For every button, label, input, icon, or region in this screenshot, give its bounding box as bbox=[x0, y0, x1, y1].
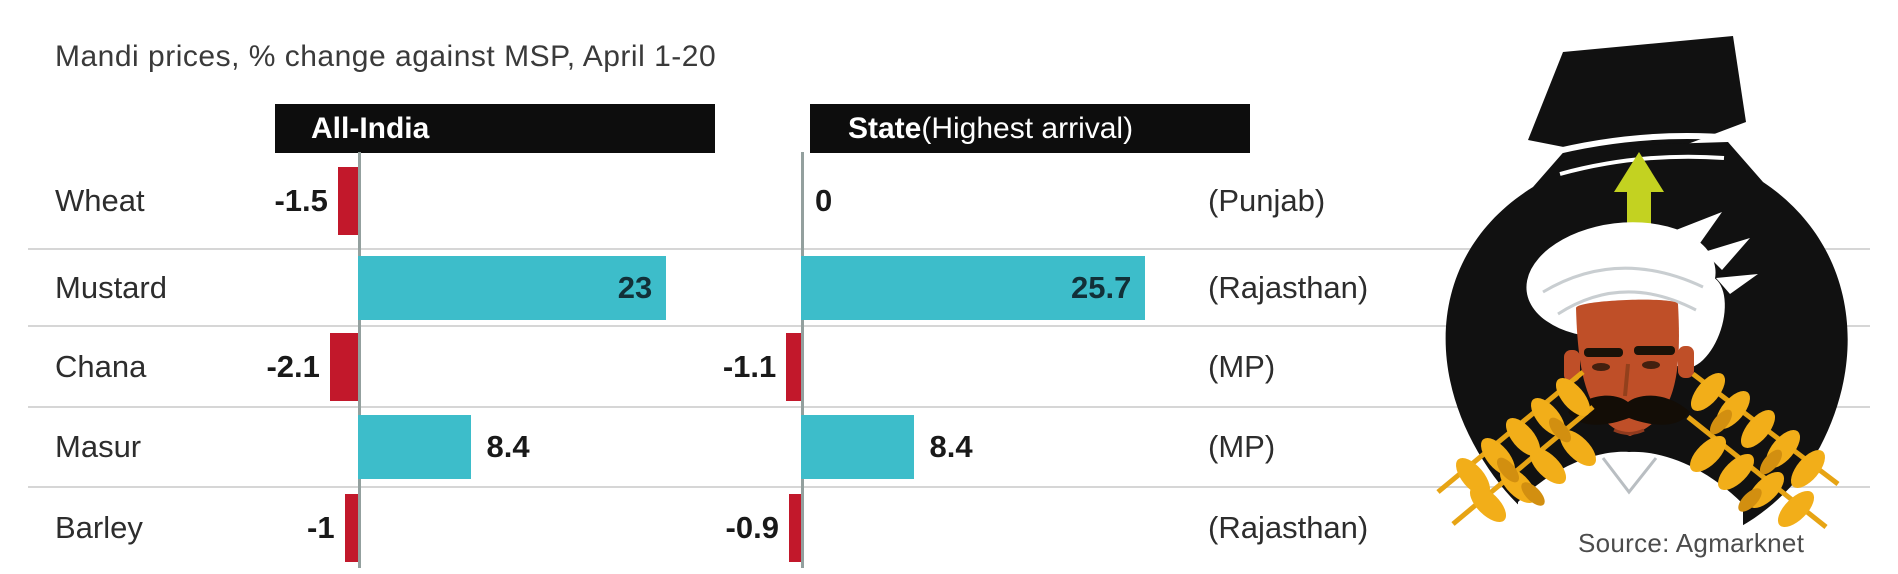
state-name-label: (Rajasthan) bbox=[1208, 509, 1369, 545]
zero-axis-line bbox=[358, 152, 361, 568]
category-label: Mustard bbox=[55, 269, 167, 305]
state-name-label: (MP) bbox=[1208, 429, 1276, 464]
chart-title: Mandi prices, % change against MSP, Apri… bbox=[55, 40, 717, 73]
row-separator bbox=[28, 406, 1870, 408]
header-state-label: State bbox=[848, 111, 922, 145]
value-label: 8.4 bbox=[486, 429, 530, 464]
value-label: -1.1 bbox=[722, 348, 777, 384]
farmer-kurta bbox=[1518, 451, 1743, 574]
bag-tie-loop-icon bbox=[1457, 140, 1539, 180]
negative-bar bbox=[337, 166, 358, 235]
positive-bar bbox=[358, 255, 667, 320]
state-name-label: (Punjab) bbox=[1208, 182, 1326, 218]
value-label: 0 bbox=[815, 182, 833, 218]
value-label: -2.1 bbox=[266, 348, 320, 384]
header-state-note: (Highest arrival) bbox=[921, 111, 1134, 145]
row-separator bbox=[28, 325, 1870, 327]
category-label: Barley bbox=[55, 509, 143, 545]
value-label: 8.4 bbox=[929, 429, 973, 464]
category-label: Masur bbox=[55, 429, 142, 464]
positive-bar bbox=[801, 415, 914, 479]
state-name-label: (MP) bbox=[1208, 348, 1276, 384]
negative-bar bbox=[329, 332, 358, 401]
header-all-india: All-India bbox=[275, 104, 715, 153]
header-all-india-label: All-India bbox=[311, 111, 430, 145]
value-label: -0.9 bbox=[725, 509, 779, 545]
mustache bbox=[1568, 395, 1690, 425]
negative-bar bbox=[344, 493, 358, 562]
row-separator bbox=[28, 486, 1870, 488]
source-credit: Source: Agmarknet bbox=[1578, 528, 1805, 558]
value-label: 23 bbox=[617, 269, 653, 305]
category-label: Chana bbox=[55, 348, 147, 384]
farmer-moneybag-illustration bbox=[1436, 36, 1848, 574]
negative-bar bbox=[788, 493, 801, 562]
farmer-face bbox=[1564, 299, 1694, 436]
wheat-sheaf-right bbox=[1686, 372, 1840, 529]
category-label: Wheat bbox=[55, 182, 145, 218]
state-name-label: (Rajasthan) bbox=[1208, 269, 1369, 305]
value-label: -1 bbox=[307, 509, 335, 545]
zero-axis-line bbox=[801, 152, 804, 568]
wheat-sheaf-left bbox=[1436, 370, 1597, 526]
positive-bar bbox=[358, 415, 471, 479]
negative-bar bbox=[786, 332, 801, 401]
header-state: State (Highest arrival) bbox=[810, 104, 1250, 153]
bag-tie-loop-icon bbox=[1473, 94, 1539, 150]
row-separator bbox=[28, 248, 1870, 250]
value-label: 25.7 bbox=[1071, 269, 1132, 305]
positive-bar bbox=[801, 255, 1146, 320]
value-label: -1.5 bbox=[274, 182, 328, 218]
